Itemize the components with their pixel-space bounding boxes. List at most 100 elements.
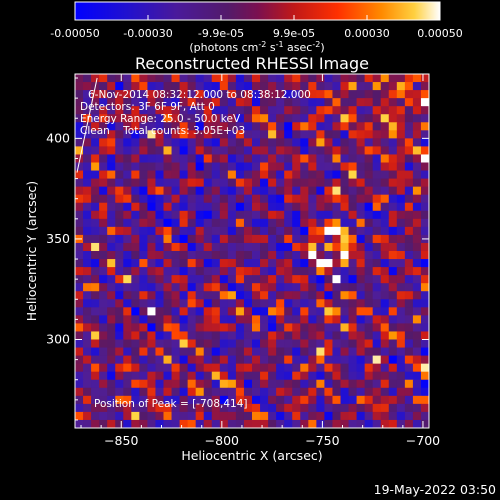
heatmap-cell bbox=[187, 82, 197, 91]
heatmap-cell bbox=[147, 299, 156, 308]
heatmap-cell bbox=[284, 170, 293, 180]
heatmap-cell bbox=[340, 234, 350, 244]
heatmap-cell bbox=[227, 242, 237, 252]
heatmap-cell bbox=[131, 411, 140, 421]
heatmap-cell bbox=[107, 259, 116, 268]
heatmap-cell bbox=[356, 251, 366, 260]
heatmap-cell bbox=[356, 291, 366, 300]
heatmap-cell bbox=[332, 186, 341, 196]
heatmap-cell bbox=[388, 363, 398, 373]
heatmap-cell bbox=[219, 339, 229, 349]
heatmap-cell bbox=[75, 395, 84, 405]
heatmap-cell bbox=[388, 122, 398, 131]
heatmap-cell bbox=[195, 259, 205, 268]
heatmap-cell bbox=[364, 138, 374, 147]
heatmap-cell bbox=[380, 403, 390, 413]
heatmap-cell bbox=[147, 307, 156, 316]
heatmap-cell bbox=[292, 251, 301, 260]
heatmap-cell bbox=[147, 122, 156, 131]
heatmap-cell bbox=[252, 186, 261, 196]
heatmap-cell bbox=[203, 162, 213, 172]
heatmap-cell bbox=[420, 347, 429, 357]
heatmap-cell bbox=[163, 122, 173, 131]
heatmap-cell bbox=[155, 419, 164, 428]
heatmap-cell bbox=[324, 315, 333, 324]
heatmap-cell bbox=[388, 74, 398, 83]
heatmap-cell bbox=[227, 299, 237, 308]
heatmap-cell bbox=[404, 226, 414, 236]
heatmap-cell bbox=[348, 210, 358, 220]
heatmap-cell bbox=[300, 251, 309, 260]
heatmap-cell bbox=[235, 178, 245, 188]
heatmap-cell bbox=[211, 275, 221, 284]
heatmap-cell bbox=[404, 242, 414, 252]
heatmap-cell bbox=[203, 114, 213, 123]
heatmap-cell bbox=[235, 299, 245, 308]
heatmap-cell bbox=[83, 371, 92, 381]
heatmap-cell bbox=[243, 234, 253, 244]
heatmap-cell bbox=[187, 411, 197, 421]
heatmap-cell bbox=[155, 283, 164, 292]
heatmap-cell bbox=[139, 283, 148, 292]
heatmap-cell bbox=[227, 411, 237, 421]
heatmap-cell bbox=[252, 130, 261, 139]
heatmap-cell bbox=[364, 170, 374, 180]
heatmap-cell bbox=[412, 226, 422, 236]
heatmap-cell bbox=[340, 194, 350, 204]
heatmap-cell bbox=[227, 218, 237, 228]
heatmap-cell bbox=[404, 363, 414, 373]
heatmap-cell bbox=[147, 315, 156, 324]
heatmap-cell bbox=[324, 355, 333, 365]
heatmap-cell bbox=[235, 130, 245, 139]
heatmap-cell bbox=[75, 379, 84, 389]
heatmap-cell bbox=[388, 291, 398, 300]
heatmap-cell bbox=[203, 138, 213, 147]
heatmap-cell bbox=[163, 387, 173, 397]
heatmap-cell bbox=[139, 210, 148, 220]
heatmap-cell bbox=[139, 202, 148, 212]
heatmap-cell bbox=[107, 242, 116, 252]
heatmap-cell bbox=[179, 379, 189, 389]
heatmap-cell bbox=[308, 154, 317, 163]
heatmap-cell bbox=[276, 411, 285, 421]
heatmap-cell bbox=[364, 146, 374, 155]
heatmap-cell bbox=[260, 379, 269, 389]
heatmap-cell bbox=[211, 363, 221, 373]
heatmap-cell bbox=[123, 299, 132, 308]
heatmap-cell bbox=[268, 299, 277, 308]
heatmap-cell bbox=[284, 267, 293, 276]
heatmap-cell bbox=[396, 82, 406, 91]
heatmap-cell bbox=[260, 331, 269, 340]
heatmap-cell bbox=[340, 403, 350, 413]
heatmap-cell bbox=[396, 138, 406, 147]
heatmap-cell bbox=[380, 259, 390, 268]
heatmap-cell bbox=[139, 275, 148, 284]
heatmap-cell bbox=[380, 138, 390, 147]
heatmap-cell bbox=[187, 283, 197, 292]
heatmap-cell bbox=[420, 403, 429, 413]
heatmap-cell bbox=[171, 234, 181, 244]
heatmap-cell bbox=[107, 403, 116, 413]
heatmap-cell bbox=[91, 323, 100, 332]
heatmap-cell bbox=[99, 130, 108, 139]
heatmap-cell bbox=[155, 331, 164, 340]
heatmap-cell bbox=[292, 146, 301, 155]
heatmap-cell bbox=[211, 315, 221, 324]
heatmap-cell bbox=[211, 387, 221, 397]
heatmap-cell bbox=[316, 283, 325, 292]
heatmap-cell bbox=[284, 90, 293, 99]
heatmap-cell bbox=[348, 411, 358, 421]
heatmap-cell bbox=[380, 130, 390, 139]
heatmap-cell bbox=[187, 315, 197, 324]
heatmap-cell bbox=[260, 114, 269, 123]
heatmap-cell bbox=[276, 419, 285, 428]
heatmap-cell bbox=[139, 347, 148, 357]
heatmap-cell bbox=[420, 226, 429, 236]
heatmap-cell bbox=[131, 74, 140, 83]
heatmap-cell bbox=[91, 387, 100, 397]
heatmap-cell bbox=[300, 90, 309, 99]
heatmap-cell bbox=[412, 355, 422, 365]
heatmap-cell bbox=[91, 74, 100, 83]
heatmap-cell bbox=[388, 315, 398, 324]
heatmap-cell bbox=[268, 170, 277, 180]
